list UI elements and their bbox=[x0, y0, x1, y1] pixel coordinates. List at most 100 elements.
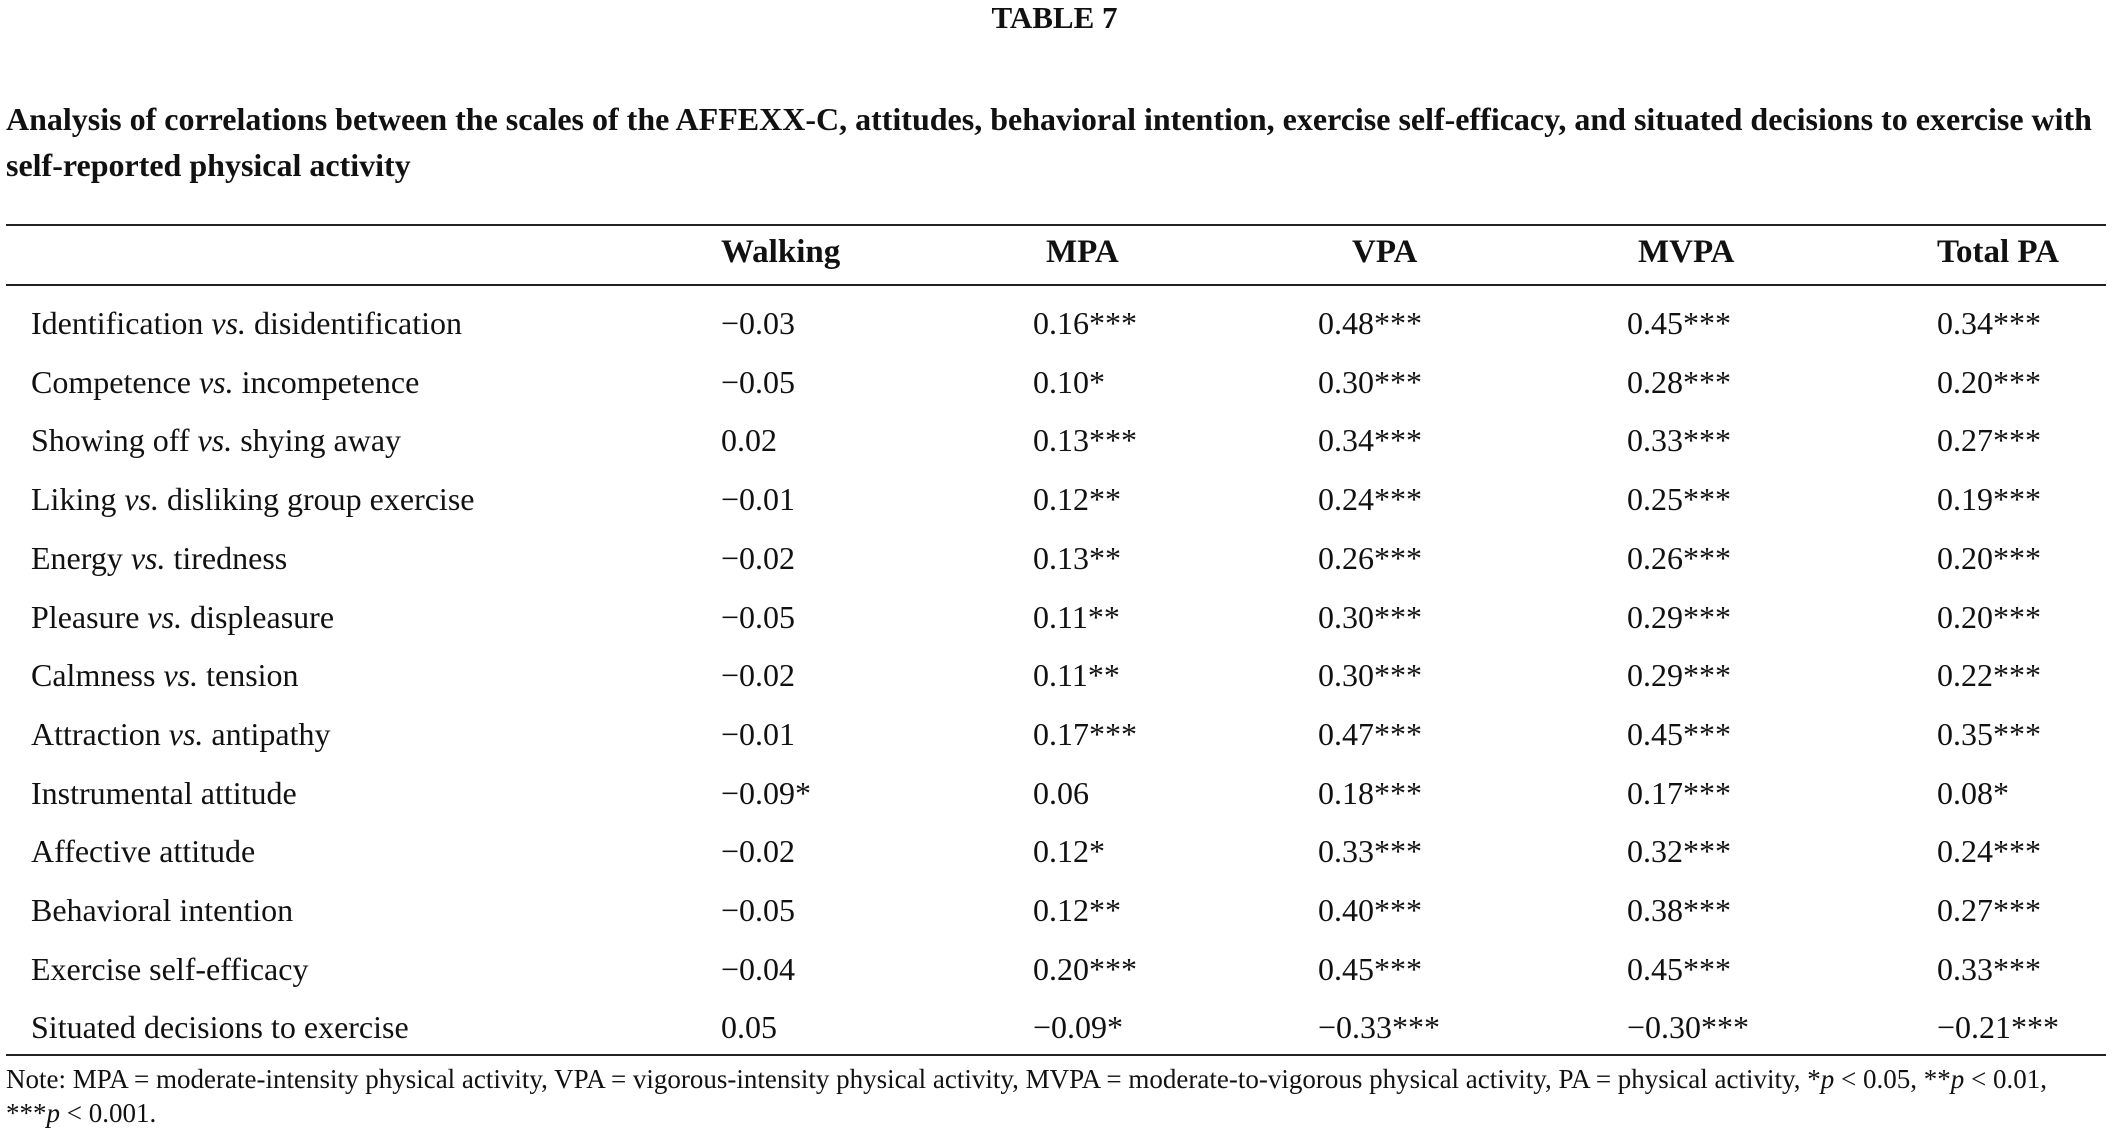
text-part: Liking bbox=[31, 481, 125, 518]
table-cell: 0.24*** bbox=[1318, 481, 1422, 518]
table-cell: 0.10* bbox=[1033, 363, 1105, 400]
text-part: vs. bbox=[130, 539, 166, 576]
table-cell: 0.47*** bbox=[1318, 715, 1422, 752]
table-cell: −0.05 bbox=[721, 892, 796, 928]
row-label: Behavioral intention bbox=[31, 890, 293, 930]
table-cell: 0.28*** bbox=[1627, 363, 1731, 400]
table-cell: 0.16*** bbox=[1033, 305, 1137, 341]
text-part: p bbox=[1950, 1064, 1965, 1094]
text-part: Exercise self-efficacy bbox=[31, 950, 309, 987]
table-note: Note: MPA = moderate-intensity physical … bbox=[6, 1062, 2106, 1130]
table-cell: 0.40*** bbox=[1318, 892, 1422, 928]
column-header: VPA bbox=[1352, 234, 1418, 270]
row-label: Exercise self-efficacy bbox=[31, 949, 308, 989]
table-cell: 0.24*** bbox=[1937, 833, 2041, 870]
header-rule bbox=[6, 284, 2106, 286]
text-part: p bbox=[1820, 1064, 1835, 1094]
text-part: displeasure bbox=[182, 598, 335, 635]
table-cell: 0.29*** bbox=[1627, 657, 1731, 694]
table-cell: 0.11** bbox=[1033, 657, 1120, 694]
table-cell: −0.04 bbox=[721, 950, 796, 987]
text-part: Calmness bbox=[31, 657, 164, 694]
table-cell: −0.09* bbox=[1033, 1009, 1124, 1046]
table-cell: 0.45*** bbox=[1627, 715, 1731, 752]
table-cell: 0.11** bbox=[1033, 598, 1120, 635]
table-cell: 0.12** bbox=[1033, 892, 1121, 928]
table-cell: −0.33*** bbox=[1318, 1009, 1441, 1046]
row-label: Showing off vs. shying away bbox=[31, 420, 401, 460]
column-header: MVPA bbox=[1638, 234, 1735, 270]
column-header: Walking bbox=[721, 234, 841, 270]
text-part: vs. bbox=[198, 363, 234, 400]
table-cell: 0.33*** bbox=[1318, 833, 1422, 870]
table-cell: −0.02 bbox=[721, 833, 796, 870]
text-part: shying away bbox=[232, 422, 402, 459]
row-label: Attraction vs. antipathy bbox=[31, 714, 330, 754]
table-cell: 0.20*** bbox=[1033, 950, 1137, 987]
table-cell: 0.05 bbox=[721, 1009, 777, 1046]
text-part: vs. bbox=[211, 305, 247, 341]
table-cell: 0.34*** bbox=[1937, 305, 2041, 341]
row-label: Instrumental attitude bbox=[31, 773, 297, 813]
table-cell: 0.30*** bbox=[1318, 598, 1422, 635]
table-cell: 0.12** bbox=[1033, 481, 1121, 518]
text-part: Instrumental attitude bbox=[31, 774, 297, 811]
text-part: disliking group exercise bbox=[158, 481, 475, 518]
table-cell: 0.27*** bbox=[1937, 422, 2041, 459]
text-part: vs. bbox=[147, 598, 183, 635]
table-cell: −0.02 bbox=[721, 657, 796, 694]
bottom-rule bbox=[6, 1054, 2106, 1056]
table-cell: 0.12* bbox=[1033, 833, 1105, 870]
table-label: TABLE 7 bbox=[991, 0, 1118, 35]
table-cell: 0.08* bbox=[1937, 774, 2009, 811]
text-part: Pleasure bbox=[31, 598, 148, 635]
text-part: disidentification bbox=[246, 305, 462, 341]
text-part: vs. bbox=[163, 657, 199, 694]
table-cell: 0.33*** bbox=[1937, 950, 2041, 987]
column-header: Total PA bbox=[1937, 234, 2059, 270]
table-cell: 0.25*** bbox=[1627, 481, 1731, 518]
table-cell: 0.45*** bbox=[1627, 950, 1731, 987]
text-part: < 0.05, ** bbox=[1834, 1064, 1951, 1094]
table-cell: −0.30*** bbox=[1627, 1009, 1750, 1046]
table-cell: 0.29*** bbox=[1627, 598, 1731, 635]
table-cell: 0.45*** bbox=[1627, 305, 1731, 341]
text-part: vs. bbox=[197, 422, 233, 459]
text-part: Attraction bbox=[31, 715, 169, 752]
row-label: Calmness vs. tension bbox=[31, 655, 299, 695]
text-part: antipathy bbox=[203, 715, 331, 752]
row-label: Identification vs. disidentification bbox=[31, 303, 462, 343]
table-caption: Analysis of correlations between the sca… bbox=[6, 101, 2092, 183]
text-part: vs. bbox=[124, 481, 159, 518]
table-cell: −0.09* bbox=[721, 774, 812, 811]
text-part: incompetence bbox=[233, 363, 420, 400]
table-cell: 0.48*** bbox=[1318, 305, 1422, 341]
table-cell: 0.13*** bbox=[1033, 422, 1137, 459]
text-part: tiredness bbox=[165, 539, 288, 576]
text-part: < 0.01, *** bbox=[6, 1064, 2047, 1128]
text-part: < 0.001. bbox=[60, 1098, 157, 1128]
table-cell: 0.27*** bbox=[1937, 892, 2041, 928]
table-cell: 0.38*** bbox=[1627, 892, 1731, 928]
table-cell: 0.17*** bbox=[1033, 715, 1137, 752]
text-part: Identification bbox=[31, 305, 212, 341]
row-label: Competence vs. incompetence bbox=[31, 362, 419, 402]
table-cell: 0.06 bbox=[1033, 774, 1089, 811]
table-cell: 0.34*** bbox=[1318, 422, 1422, 459]
table-cell: 0.19*** bbox=[1937, 481, 2041, 518]
table-cell: 0.20*** bbox=[1937, 598, 2041, 635]
table-cell: −0.03 bbox=[721, 305, 796, 341]
text-part: Behavioral intention bbox=[31, 892, 294, 928]
text-part: Competence bbox=[31, 363, 199, 400]
table-cell: 0.26*** bbox=[1318, 539, 1422, 576]
table-cell: 0.32*** bbox=[1627, 833, 1731, 870]
text-part: Energy bbox=[31, 539, 131, 576]
text-part: p bbox=[46, 1098, 61, 1128]
table-cell: 0.17*** bbox=[1627, 774, 1731, 811]
table-cell: 0.30*** bbox=[1318, 363, 1422, 400]
table-cell: 0.18*** bbox=[1318, 774, 1422, 811]
table-cell: −0.21*** bbox=[1937, 1009, 2060, 1046]
table-cell: −0.01 bbox=[721, 715, 796, 752]
text-part: Situated decisions to exercise bbox=[31, 1009, 409, 1046]
